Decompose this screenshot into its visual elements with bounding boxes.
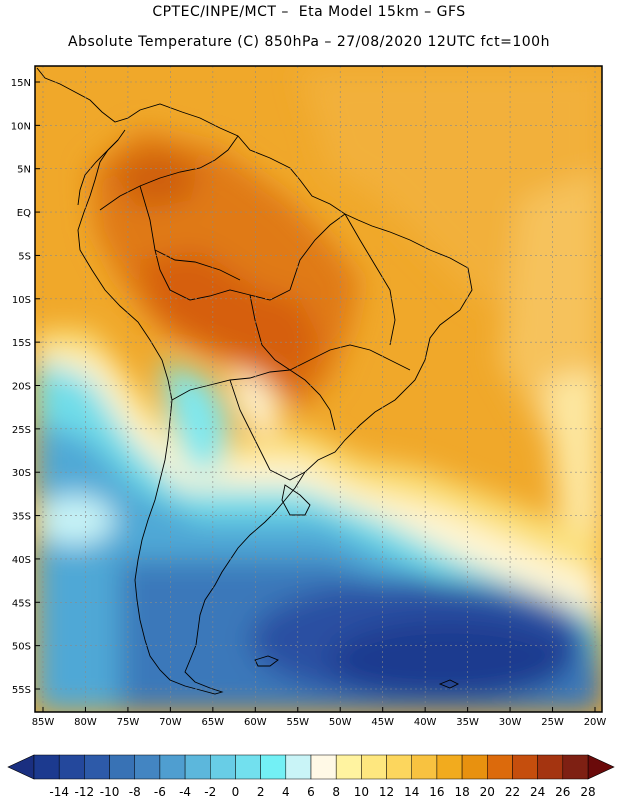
lon-tick-label: 80W: [74, 717, 97, 728]
colorbar-under-triangle: [7, 754, 35, 780]
lat-tick-label: 25S: [12, 425, 31, 436]
colorbar: -14 -12 -10 -8 -6 -4 -2 0 2 4 6 8 10 12 14 16 18 20 22 24 26…: [7, 754, 615, 799]
colorbar-label: 6: [307, 785, 315, 799]
lon-tick-label: 85W: [32, 717, 55, 728]
colorbar-swatch: [260, 754, 287, 780]
lat-tick-label: 50S: [12, 642, 31, 653]
colorbar-swatch: [33, 754, 60, 780]
colorbar-swatch: [512, 754, 538, 780]
lat-tick-label: EQ: [17, 208, 31, 219]
lat-tick-label: 35S: [12, 512, 31, 523]
colorbar-swatch: [411, 754, 438, 780]
colorbar-swatch: [386, 754, 412, 780]
lat-tick-label: 40S: [12, 555, 31, 566]
colorbar-swatch: [487, 754, 513, 780]
chart-title-line1: CPTEC/INPE/MCT – Eta Model 15km – GFS: [152, 4, 466, 20]
colorbar-label: 14: [404, 785, 419, 799]
lon-tick-label: 25W: [541, 717, 564, 728]
colorbar-swatch: [58, 754, 85, 780]
colorbar-swatch: [562, 754, 589, 780]
colorbar-swatch: [461, 754, 488, 780]
colorbar-label: 28: [580, 785, 595, 799]
colorbar-label: -12: [75, 785, 95, 799]
colorbar-label: -8: [129, 785, 141, 799]
lon-tick-label: 55W: [286, 717, 309, 728]
lat-tick-label: 5N: [17, 165, 31, 176]
colorbar-label: 22: [505, 785, 520, 799]
lat-tick-label: 10S: [12, 295, 31, 306]
colorbar-label: 18: [454, 785, 469, 799]
lat-tick-label: 45S: [12, 598, 31, 609]
colorbar-label: 2: [257, 785, 265, 799]
colorbar-label: 4: [282, 785, 290, 799]
colorbar-swatch: [310, 754, 337, 780]
colorbar-label: 16: [429, 785, 444, 799]
latitude-axis: 15N 10N 5N EQ 5S 10S 15S 20S 25S 30S 35S 40S 45S 50S 5…: [11, 78, 40, 696]
colorbar-swatch: [159, 754, 186, 780]
lon-tick-label: 40W: [414, 717, 437, 728]
colorbar-label: 10: [354, 785, 369, 799]
colorbar-swatch: [537, 754, 564, 780]
lon-tick-label: 65W: [202, 717, 225, 728]
colorbar-label: 24: [530, 785, 545, 799]
colorbar-label: -10: [100, 785, 120, 799]
colorbar-swatch: [210, 754, 236, 780]
lat-tick-label: 55S: [12, 685, 31, 696]
plot-frame: [34, 65, 603, 713]
lat-tick-label: 5S: [18, 251, 31, 262]
lon-tick-label: 20W: [584, 717, 607, 728]
colorbar-swatch: [235, 754, 261, 780]
colorbar-label: 0: [232, 785, 240, 799]
colorbar-label: -2: [204, 785, 216, 799]
colorbar-swatch: [184, 754, 211, 780]
temperature-field: [35, 66, 602, 712]
lon-tick-label: 30W: [499, 717, 522, 728]
colorbar-swatch: [436, 754, 463, 780]
colorbar-swatch: [134, 754, 161, 780]
lon-tick-label: 75W: [117, 717, 140, 728]
lon-tick-label: 70W: [159, 717, 182, 728]
lat-tick-label: 10N: [11, 121, 31, 132]
colorbar-label: -6: [154, 785, 166, 799]
lat-tick-label: 30S: [12, 468, 31, 479]
chart-title-line2: Absolute Temperature (C) 850hPa – 27/08/…: [68, 34, 550, 50]
colorbar-over-triangle: [587, 754, 615, 780]
colorbar-label: 8: [332, 785, 340, 799]
lat-tick-label: 15N: [11, 78, 31, 89]
colorbar-label: 12: [379, 785, 394, 799]
colorbar-label: -14: [49, 785, 69, 799]
colorbar-label: 20: [480, 785, 495, 799]
colorbar-swatch: [84, 754, 110, 780]
colorbar-label: 26: [555, 785, 570, 799]
lon-tick-label: 60W: [244, 717, 267, 728]
lat-tick-label: 20S: [12, 382, 31, 393]
colorbar-swatch: [361, 754, 387, 780]
lon-tick-label: 35W: [456, 717, 479, 728]
lat-tick-label: 15S: [12, 338, 31, 349]
lon-tick-label: 45W: [371, 717, 394, 728]
lon-tick-label: 50W: [329, 717, 352, 728]
colorbar-swatch: [335, 754, 362, 780]
colorbar-swatch: [285, 754, 312, 780]
longitude-axis: 85W 80W 75W 70W 65W 60W 55W 50W 45W 40W 35W 30W 25W 2…: [32, 707, 607, 728]
colorbar-swatch: [109, 754, 135, 780]
colorbar-label: -4: [179, 785, 191, 799]
